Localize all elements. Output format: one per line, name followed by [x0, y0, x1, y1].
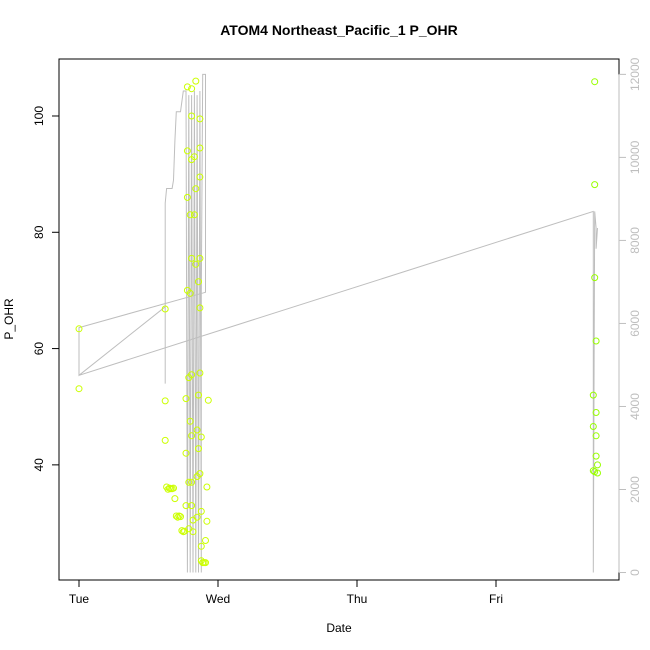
- data-point: [193, 426, 201, 434]
- data-point: [75, 385, 83, 393]
- x-tick-label: Thu: [347, 592, 368, 606]
- data-point: [591, 274, 599, 282]
- data-point: [177, 513, 184, 521]
- chart-title: ATOM4 Northeast_Pacific_1 P_OHR: [220, 22, 458, 38]
- data-point: [203, 483, 211, 491]
- data-point: [196, 173, 204, 181]
- data-point: [188, 85, 196, 93]
- data-point: [203, 517, 211, 525]
- data-point: [196, 254, 204, 262]
- data-point: [188, 502, 196, 510]
- data-point: [174, 513, 182, 521]
- data-point: [202, 559, 209, 567]
- data-point: [188, 432, 196, 440]
- data-point: [161, 436, 169, 444]
- data-point: [192, 185, 200, 193]
- data-point: [195, 391, 202, 399]
- data-point: [592, 432, 600, 440]
- data-point: [185, 478, 193, 486]
- data-point: [186, 211, 194, 219]
- data-point: [188, 254, 196, 262]
- data-point: [196, 304, 204, 312]
- points-layer: [75, 77, 601, 567]
- data-point: [204, 396, 212, 404]
- y2-tick-label: 6000: [628, 310, 642, 337]
- data-point: [589, 467, 597, 475]
- data-point: [196, 144, 204, 152]
- data-point: [594, 469, 601, 477]
- data-point: [161, 305, 169, 313]
- y2-tick-label: 4000: [628, 393, 642, 420]
- data-point: [182, 395, 190, 403]
- x-tick-label: Tue: [69, 592, 90, 606]
- data-point: [178, 527, 186, 535]
- data-point: [192, 260, 200, 268]
- data-point: [592, 409, 600, 416]
- y2-tick-label: 8000: [628, 227, 642, 254]
- y-tick-label: 60: [32, 342, 46, 356]
- data-point: [195, 445, 202, 453]
- data-point: [188, 371, 196, 379]
- data-point: [594, 461, 601, 469]
- data-point: [161, 397, 169, 405]
- x-axis-label: Date: [326, 621, 352, 635]
- data-point: [183, 193, 191, 201]
- y-axis-label: P_OHR: [2, 298, 16, 340]
- data-point: [182, 449, 190, 457]
- x-tick-label: Wed: [206, 592, 230, 606]
- plot-frame: [58, 58, 620, 581]
- x-tick-label: Fri: [489, 592, 503, 606]
- data-point: [190, 211, 198, 219]
- data-point: [190, 153, 198, 161]
- data-point: [186, 417, 194, 425]
- y2-tick-label: 0: [628, 569, 642, 576]
- data-point: [202, 537, 209, 544]
- data-point: [188, 112, 196, 120]
- data-point: [196, 470, 204, 478]
- data-point: [183, 147, 191, 155]
- data-point: [75, 325, 83, 333]
- data-point: [189, 528, 197, 536]
- data-point: [197, 542, 205, 550]
- data-point: [589, 391, 597, 399]
- data-point: [170, 484, 177, 492]
- data-point: [171, 495, 179, 503]
- data-point: [591, 78, 599, 86]
- y-axis-right: 0 2000 4000 6000 8000 10000 12000: [618, 57, 642, 576]
- data-point: [193, 513, 201, 521]
- data-point: [195, 278, 202, 286]
- data-point: [186, 289, 194, 297]
- y2-tick-label: 2000: [628, 476, 642, 503]
- data-point: [196, 369, 204, 377]
- y-tick-label: 100: [32, 106, 46, 126]
- data-point: [589, 423, 597, 430]
- x-axis: Tue Wed Thu Fri: [69, 579, 503, 606]
- data-point: [592, 452, 600, 460]
- data-point: [196, 115, 204, 123]
- series-line: [78, 73, 598, 573]
- data-point: [192, 77, 200, 85]
- data-point: [197, 507, 205, 515]
- y-axis-left: 40 60 80 100: [32, 106, 60, 472]
- y-tick-label: 40: [32, 458, 46, 472]
- data-point: [188, 478, 196, 486]
- data-point: [183, 83, 191, 91]
- y2-tick-label: 12000: [628, 57, 642, 91]
- data-point: [172, 512, 180, 520]
- data-point: [197, 433, 205, 441]
- data-point: [592, 337, 600, 345]
- y2-tick-label: 10000: [628, 140, 642, 174]
- data-point: [591, 181, 599, 189]
- series-line-layer: [78, 73, 598, 573]
- y-tick-label: 80: [32, 225, 46, 239]
